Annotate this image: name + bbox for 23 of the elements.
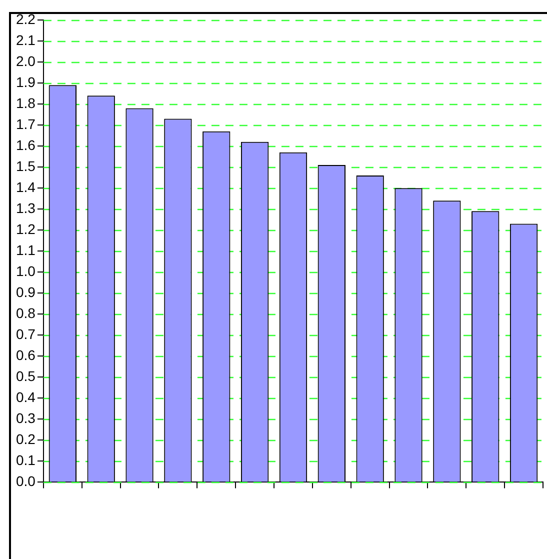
y-tick-label: 0.9 bbox=[16, 284, 36, 300]
y-tick-label: 2.2 bbox=[16, 10, 36, 27]
y-tick-label: 0.6 bbox=[16, 347, 36, 364]
y-tick-label: 1.6 bbox=[16, 136, 36, 153]
y-tick-label: 0.4 bbox=[16, 389, 36, 406]
y-tick-label: 1.4 bbox=[16, 178, 36, 195]
y-tick-label: 2.1 bbox=[16, 32, 36, 48]
y-tick-label: 0.1 bbox=[16, 452, 36, 468]
y-tick-label: 0.7 bbox=[16, 326, 36, 342]
y-tick-label: 2.0 bbox=[16, 52, 36, 69]
y-tick-label: 1.0 bbox=[16, 262, 36, 279]
y-tick-label: 1.3 bbox=[16, 200, 36, 216]
y-tick-label: 0.0 bbox=[16, 473, 36, 490]
y-tick-label: 1.5 bbox=[16, 158, 36, 174]
y-tick-label: 0.5 bbox=[16, 368, 36, 384]
y-tick-label: 0.8 bbox=[16, 304, 36, 321]
y-tick-label: 1.2 bbox=[16, 220, 36, 237]
y-tick-label: 0.3 bbox=[16, 410, 36, 426]
y-tick-label: 0.2 bbox=[16, 431, 36, 448]
y-tick-label: 1.9 bbox=[16, 74, 36, 90]
y-tick-label: 1.1 bbox=[16, 242, 36, 258]
y-tick-label: 1.7 bbox=[16, 116, 36, 132]
y-tick-label: 1.8 bbox=[16, 94, 36, 111]
